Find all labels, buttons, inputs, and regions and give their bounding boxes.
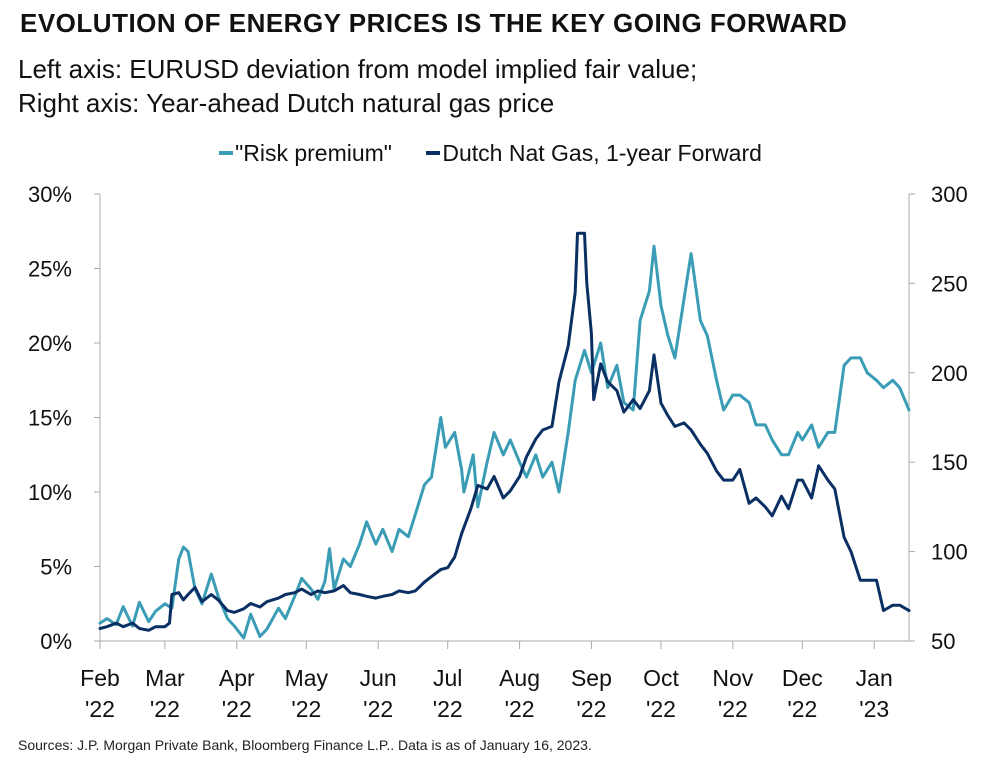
left-axis-tick-label: 30%	[28, 182, 72, 207]
left-axis-tick-label: 25%	[28, 257, 72, 282]
x-axis-tick-label-year: '22	[576, 696, 606, 722]
x-axis-tick-label-year: '22	[433, 696, 463, 722]
right-axis-tick-label: 50	[931, 629, 955, 654]
x-axis-tick-label-year: '23	[859, 696, 889, 722]
legend-swatch-nat-gas	[426, 150, 441, 155]
right-axis-tick-label: 250	[931, 271, 968, 296]
x-axis-tick-label-month: Jan	[856, 665, 893, 691]
left-axis-tick-label: 20%	[28, 331, 72, 356]
left-axis-tick-label: 15%	[28, 406, 72, 431]
x-axis-tick-label-month: Aug	[499, 665, 540, 691]
x-axis-tick-label-month: Oct	[643, 665, 679, 691]
x-axis-tick-label-year: '22	[85, 696, 115, 722]
x-axis-tick-label-year: '22	[291, 696, 321, 722]
x-axis-tick-label-month: Mar	[145, 665, 185, 691]
x-axis-tick-label-year: '22	[363, 696, 393, 722]
left-axis-tick-label: 10%	[28, 480, 72, 505]
right-axis-tick-label: 300	[931, 182, 968, 207]
x-axis-tick-label-month: Feb	[80, 665, 120, 691]
x-axis-tick-label-month: Nov	[712, 665, 753, 691]
right-axis-tick-label: 200	[931, 361, 968, 386]
chart-title: EVOLUTION OF ENERGY PRICES IS THE KEY GO…	[20, 8, 848, 38]
left-axis-tick-label: 0%	[40, 629, 72, 654]
x-axis-tick-label-year: '22	[787, 696, 817, 722]
x-axis-tick-label-year: '22	[646, 696, 676, 722]
x-axis-tick-label-year: '22	[222, 696, 252, 722]
right-axis-tick-label: 100	[931, 540, 968, 565]
x-axis-tick-label-month: Dec	[782, 665, 823, 691]
chart-legend: "Risk premium" Dutch Nat Gas, 1-year For…	[0, 140, 981, 167]
right-axis-tick-label: 150	[931, 450, 968, 475]
legend-item-nat-gas: Dutch Nat Gas, 1-year Forward	[426, 140, 762, 167]
x-axis-tick-label-month: May	[285, 665, 329, 691]
legend-label-risk-premium: "Risk premium"	[235, 140, 392, 166]
x-axis-tick-label-month: Apr	[219, 665, 255, 691]
left-axis-tick-label: 5%	[40, 555, 72, 580]
x-axis-tick-label-year: '22	[505, 696, 535, 722]
x-axis-tick-label-month: Jun	[360, 665, 397, 691]
legend-label-nat-gas: Dutch Nat Gas, 1-year Forward	[442, 140, 762, 166]
x-axis-tick-label-year: '22	[150, 696, 180, 722]
chart-subtitle-line1: Left axis: EURUSD deviation from model i…	[18, 54, 698, 84]
x-axis-tick-label-month: Jul	[433, 665, 462, 691]
legend-item-risk-premium: "Risk premium"	[219, 140, 392, 167]
chart-subtitle-line2: Right axis: Year-ahead Dutch natural gas…	[18, 88, 555, 118]
series-line-risk-premium	[98, 244, 911, 640]
series-line-nat-gas	[98, 231, 911, 632]
source-note: Sources: J.P. Morgan Private Bank, Bloom…	[18, 737, 592, 753]
legend-swatch-risk-premium	[219, 150, 234, 155]
x-axis-tick-label-month: Sep	[571, 665, 612, 691]
x-axis-tick-label-year: '22	[718, 696, 748, 722]
